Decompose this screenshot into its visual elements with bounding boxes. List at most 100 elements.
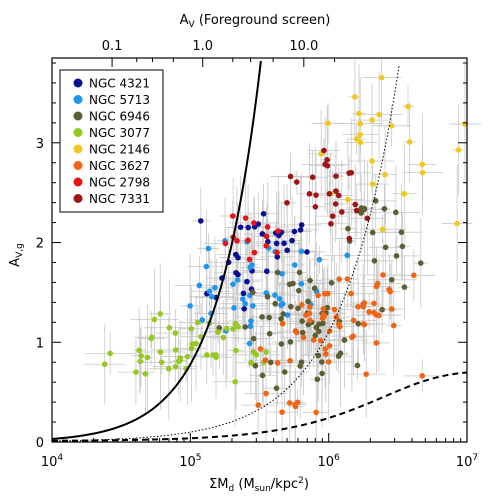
data-point [310, 337, 317, 343]
data-point [149, 334, 155, 340]
data-point [355, 320, 362, 327]
data-point [366, 309, 372, 315]
data-point [353, 207, 360, 214]
data-point [388, 123, 395, 129]
data-point [151, 316, 158, 323]
data-point [381, 206, 388, 212]
data-point [287, 339, 294, 345]
data-point [320, 305, 327, 312]
data-point [231, 305, 237, 311]
foreground-screen-curve [51, 60, 262, 441]
data-point [358, 210, 364, 216]
data-point [390, 322, 397, 329]
x-axis-label-unit-mid: /kpc [271, 477, 298, 492]
data-point [242, 300, 248, 307]
data-point [296, 269, 303, 276]
data-point [371, 300, 377, 307]
data-point [344, 276, 351, 282]
data-point [259, 231, 266, 237]
axis-layer: 104 105 106 107 0 1 2 3 0.1 1.0 10.0 [36, 39, 478, 470]
data-point [357, 131, 364, 138]
data-point [279, 271, 285, 277]
data-point [291, 262, 298, 268]
data-point [259, 372, 266, 379]
data-point [346, 235, 353, 242]
data-point [316, 256, 323, 263]
data-point [312, 332, 318, 339]
data-point [257, 346, 264, 352]
data-point [187, 303, 193, 309]
data-point [209, 293, 215, 300]
data-point [101, 361, 108, 368]
data-point [317, 337, 324, 344]
data-point [345, 225, 351, 232]
data-point [203, 263, 210, 270]
data-point [246, 340, 253, 347]
plot-frame [51, 57, 468, 443]
legend-label: NGC 3627 [89, 159, 150, 173]
y-tick-label: 2 [36, 237, 44, 252]
data-point [319, 359, 325, 365]
data-point [305, 298, 311, 305]
legend-marker [73, 95, 83, 104]
data-point [189, 341, 196, 347]
data-point [371, 257, 378, 264]
data-point [166, 365, 172, 372]
legend-label: NGC 2146 [89, 143, 150, 157]
x-axis-label-unit-sup: 2 [298, 476, 304, 486]
data-point [353, 136, 360, 142]
data-point [313, 192, 319, 198]
legend-label: NGC 4321 [89, 77, 150, 91]
data-point [398, 229, 405, 236]
top-tick-label: 0.1 [102, 39, 123, 54]
x-axis-label-unit-open: (M [234, 477, 254, 492]
data-point [341, 337, 348, 343]
data-point [388, 276, 395, 283]
data-point [266, 314, 272, 321]
data-point [267, 359, 274, 366]
data-point [373, 283, 380, 290]
data-point [313, 324, 320, 331]
data-point [325, 359, 332, 365]
data-point [250, 303, 256, 309]
data-point [137, 358, 144, 365]
data-point [281, 240, 287, 247]
data-point [379, 226, 386, 233]
data-point [284, 247, 291, 254]
data-point [274, 249, 280, 256]
y-tick-label: 1 [36, 336, 44, 351]
legend-label: NGC 7331 [89, 192, 150, 206]
data-point [230, 326, 236, 332]
data-point [307, 304, 313, 310]
data-point [233, 269, 239, 276]
data-point [335, 192, 342, 199]
data-point [372, 198, 379, 204]
data-point [240, 290, 247, 297]
data-point [249, 289, 256, 296]
data-point [309, 174, 316, 181]
data-point [369, 158, 375, 164]
x-axis-label-unit-close: ) [304, 477, 309, 492]
data-point [321, 147, 327, 154]
data-point [188, 325, 195, 332]
data-point [306, 191, 313, 197]
data-point [166, 324, 173, 331]
data-point [220, 334, 227, 341]
data-point [386, 286, 393, 293]
data-point [298, 222, 305, 228]
data-point [331, 306, 338, 313]
data-point [388, 306, 395, 312]
data-point [299, 329, 306, 336]
data-point [315, 352, 322, 359]
data-point [157, 349, 164, 355]
data-point [276, 232, 282, 239]
data-point [419, 169, 426, 176]
legend-marker [73, 78, 83, 88]
data-point [232, 378, 238, 385]
data-point [287, 357, 293, 364]
data-point [279, 320, 286, 327]
data-point [369, 181, 376, 187]
x-tick-label: 106 [318, 453, 341, 470]
data-point [222, 240, 229, 247]
data-point [364, 215, 371, 222]
